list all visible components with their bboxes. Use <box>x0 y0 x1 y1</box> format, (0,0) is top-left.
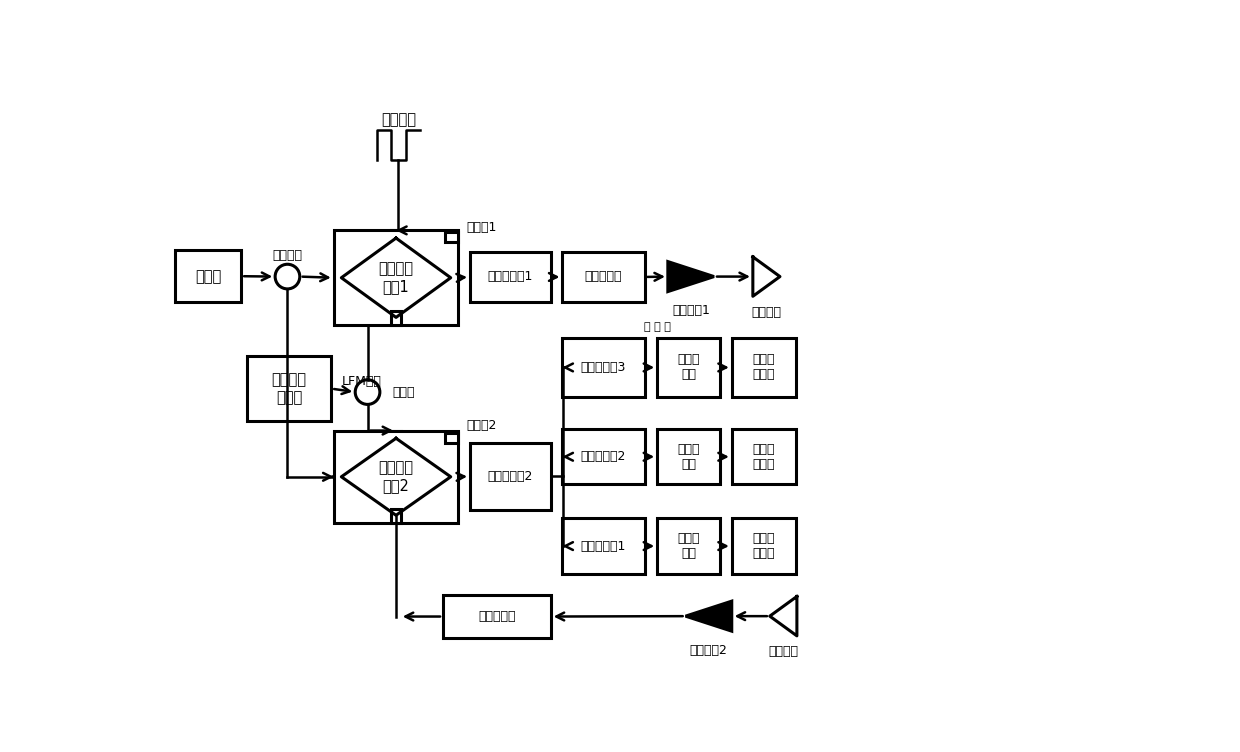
Text: 电放大器2: 电放大器2 <box>689 644 728 656</box>
Bar <box>391 509 401 523</box>
Bar <box>444 432 459 442</box>
Text: 模数转
换器: 模数转 换器 <box>677 353 699 381</box>
Bar <box>391 230 401 244</box>
Bar <box>334 431 459 523</box>
Circle shape <box>355 380 379 405</box>
Text: 带通滤波器: 带通滤波器 <box>479 610 516 623</box>
Circle shape <box>275 264 300 289</box>
Text: LFM信号: LFM信号 <box>341 374 381 388</box>
Text: 雷达信
号处理: 雷达信 号处理 <box>753 532 775 560</box>
Text: 带通滤波器2: 带通滤波器2 <box>580 450 626 463</box>
Polygon shape <box>668 262 714 292</box>
Text: 电光调制
模块2: 电光调制 模块2 <box>378 460 413 493</box>
Text: 光电探测器1: 光电探测器1 <box>487 271 533 284</box>
Bar <box>563 338 645 397</box>
Bar <box>470 443 551 510</box>
Bar <box>732 429 796 484</box>
Bar <box>563 252 645 302</box>
Text: 带通滤波器: 带通滤波器 <box>585 271 622 284</box>
Text: 激光器: 激光器 <box>195 268 221 284</box>
Text: 偏置点2: 偏置点2 <box>466 419 496 432</box>
Bar <box>334 230 459 325</box>
Bar <box>443 595 551 638</box>
Bar <box>175 250 242 302</box>
Text: 光耦合器: 光耦合器 <box>273 248 303 262</box>
Text: 带通滤波器3: 带通滤波器3 <box>580 361 626 374</box>
Bar <box>657 518 720 574</box>
Text: 接收天线: 接收天线 <box>769 645 799 658</box>
Text: 电放大器1: 电放大器1 <box>672 304 709 317</box>
Bar <box>563 518 645 574</box>
Bar <box>657 429 720 484</box>
Text: 光电探测器2: 光电探测器2 <box>487 470 533 483</box>
Text: 。 。 。: 。 。 。 <box>644 323 671 332</box>
Text: 发射天线: 发射天线 <box>751 305 781 319</box>
Polygon shape <box>686 601 732 631</box>
Bar <box>391 431 401 444</box>
Text: 通信信号: 通信信号 <box>381 112 415 127</box>
Text: 模数转
换器: 模数转 换器 <box>677 532 699 560</box>
Bar <box>444 232 459 242</box>
Bar <box>732 338 796 397</box>
Text: 通信信
号处理: 通信信 号处理 <box>753 353 775 381</box>
Text: 通信信
号处理: 通信信 号处理 <box>753 443 775 471</box>
Bar <box>657 338 720 397</box>
Bar <box>563 429 645 484</box>
Text: 任意波形
发生器: 任意波形 发生器 <box>272 372 306 405</box>
Text: 功分器: 功分器 <box>392 386 414 399</box>
Text: 偏置点1: 偏置点1 <box>466 221 496 234</box>
Bar <box>247 356 331 421</box>
Bar <box>732 518 796 574</box>
Text: 模数转
换器: 模数转 换器 <box>677 443 699 471</box>
Bar <box>470 252 551 302</box>
Bar <box>391 311 401 325</box>
Text: 低通滤波器1: 低通滤波器1 <box>580 540 626 553</box>
Text: 电光调制
模块1: 电光调制 模块1 <box>378 262 413 294</box>
